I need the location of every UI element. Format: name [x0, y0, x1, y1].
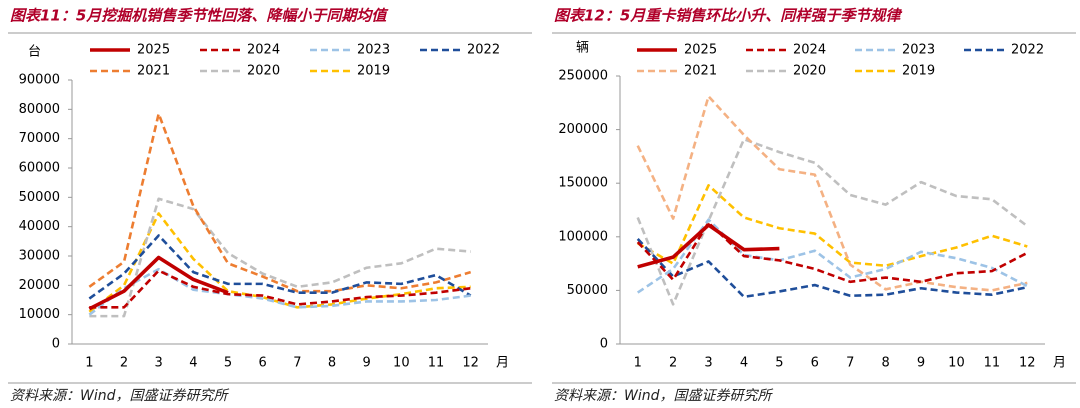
- x-axis-label: 月: [1053, 356, 1066, 371]
- x-tick-label: 5: [775, 356, 783, 371]
- legend-label: 2020: [793, 64, 826, 79]
- series-line: [88, 212, 471, 313]
- x-tick-label: 4: [189, 356, 197, 371]
- x-tick-label: 1: [85, 356, 93, 371]
- y-tick-label: 150000: [558, 176, 608, 191]
- series-line: [636, 221, 1028, 284]
- series-line: [88, 112, 472, 293]
- series-line: [637, 184, 1028, 268]
- y-tick-label: 250000: [558, 69, 608, 84]
- y-tick-label: 200000: [558, 122, 608, 137]
- x-tick-label: 2: [120, 356, 128, 371]
- x-tick-label: 7: [293, 356, 301, 371]
- y-tick-label: 70000: [19, 131, 60, 146]
- x-tick-label: 12: [462, 356, 479, 371]
- x-tick-label: 10: [393, 356, 410, 371]
- legend-label: 2023: [902, 43, 935, 58]
- x-tick-label: 12: [1019, 356, 1036, 371]
- x-tick-label: 11: [984, 356, 1001, 371]
- series-line: [637, 223, 780, 269]
- legend-label: 2023: [357, 43, 390, 58]
- series-line: [89, 197, 471, 318]
- x-tick-label: 3: [155, 356, 163, 371]
- legend-label: 2021: [684, 64, 717, 79]
- x-tick-label: 9: [917, 356, 925, 371]
- x-tick-label: 2: [669, 356, 677, 371]
- x-tick-label: 6: [811, 356, 819, 371]
- y-tick-label: 40000: [19, 219, 60, 234]
- legend-label: 2024: [247, 43, 280, 58]
- y-tick-label: 10000: [19, 307, 60, 322]
- legend-label: 2022: [1011, 43, 1044, 58]
- series-line: [88, 234, 472, 300]
- legend-label: 2022: [467, 43, 500, 58]
- y-tick-label: 0: [52, 337, 60, 352]
- series-line: [89, 269, 471, 309]
- legend-label: 2025: [684, 43, 717, 58]
- legend-label: 2025: [137, 43, 170, 58]
- y-tick-label: 50000: [19, 190, 60, 205]
- y-tick-label: 100000: [558, 229, 608, 244]
- x-tick-label: 3: [704, 356, 712, 371]
- y-tick-label: 80000: [19, 102, 60, 117]
- series-line: [88, 255, 229, 311]
- legend-label: 2021: [137, 64, 170, 79]
- y-tick-label: 60000: [19, 161, 60, 176]
- y-tick-label: 50000: [567, 283, 608, 298]
- x-tick-label: 10: [948, 356, 965, 371]
- y-tick-label: 30000: [19, 249, 60, 264]
- legend-label: 2019: [357, 64, 390, 79]
- y-axis-label: 辆: [576, 41, 589, 56]
- y-tick-label: 90000: [19, 73, 60, 88]
- legend-label: 2020: [247, 64, 280, 79]
- series-line: [636, 95, 1028, 292]
- series-line: [88, 267, 471, 316]
- x-tick-label: 6: [259, 356, 267, 371]
- y-tick-label: 20000: [19, 278, 60, 293]
- x-tick-label: 11: [428, 356, 445, 371]
- x-tick-label: 5: [224, 356, 232, 371]
- y-axis-label: 台: [28, 45, 41, 60]
- chart-title: 图表11：5月挖掘机销售季节性回落、降幅小于同期均值: [10, 7, 389, 25]
- x-tick-label: 7: [846, 356, 854, 371]
- x-tick-label: 8: [881, 356, 889, 371]
- chart-title: 图表12：5月重卡销售环比小升、同样强于季节规律: [554, 7, 902, 25]
- source-note: 资料来源：Wind，国盛证券研究所: [554, 388, 773, 404]
- series-line: [636, 218, 1028, 294]
- x-tick-label: 8: [328, 356, 336, 371]
- x-axis-label: 月: [496, 356, 509, 371]
- legend-label: 2019: [902, 64, 935, 79]
- x-tick-label: 4: [740, 356, 748, 371]
- legend-label: 2024: [793, 43, 826, 58]
- x-tick-label: 1: [634, 356, 642, 371]
- series-line: [636, 238, 1028, 299]
- y-tick-label: 0: [600, 337, 608, 352]
- x-tick-label: 9: [363, 356, 371, 371]
- source-note: 资料来源：Wind，国盛证券研究所: [10, 388, 229, 404]
